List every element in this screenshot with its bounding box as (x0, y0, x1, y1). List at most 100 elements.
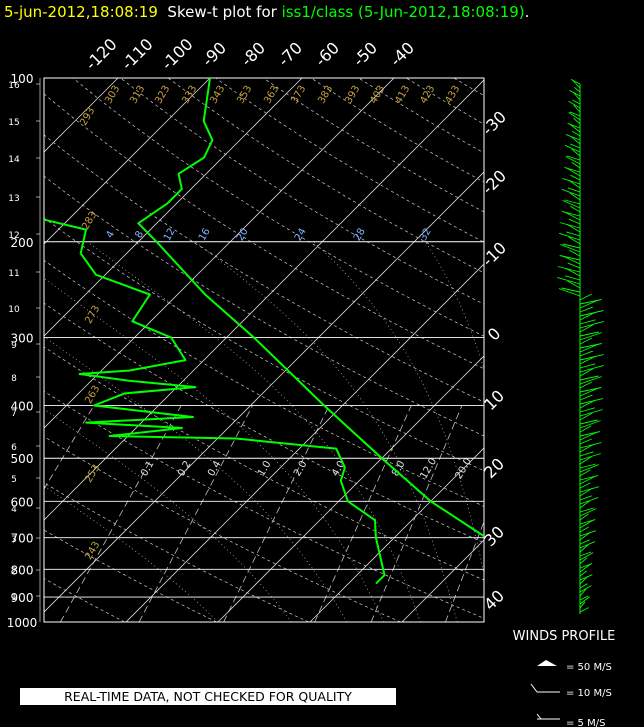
wind-barb (579, 311, 596, 321)
wind-barb (569, 192, 581, 201)
wind-barb (579, 319, 596, 325)
dry-adiabat (72, 78, 484, 337)
wind-barb (565, 267, 581, 277)
wind-barb (564, 144, 581, 153)
wind-barb (561, 287, 581, 293)
mixing-ratio-label: 2.0 (292, 459, 309, 478)
wind-barb (579, 331, 599, 337)
wind-barb (562, 177, 581, 185)
wind-barb (562, 243, 581, 249)
height-km-label: 1 (11, 593, 17, 603)
wind-barb (579, 526, 589, 533)
mixing-ratio-label: 12.0 (419, 456, 440, 481)
theta-label: 393 (343, 84, 362, 106)
wind-barb (579, 595, 589, 601)
theta-label: 273 (83, 304, 102, 326)
chart-title: 5-jun-2012,18:08:19 Skew-t plot for iss1… (4, 3, 529, 21)
title-source: iss1/class (5-Jun-2012,18:08:19) (281, 3, 525, 21)
dry-adiabat (406, 78, 484, 125)
mixing-ratio-label: 0.1 (139, 459, 156, 478)
theta-label: 353 (235, 84, 254, 106)
top-temp-label: -50 (349, 38, 381, 70)
wind-barb (579, 407, 595, 413)
theta-label: 413 (393, 84, 412, 106)
dry-adiabat (310, 78, 484, 183)
wind-barb (567, 280, 581, 289)
wind-barb (579, 299, 599, 309)
wind-barb (579, 387, 599, 397)
height-km-label: 13 (8, 194, 19, 204)
pressure-label: 800 (11, 563, 34, 577)
top-temp-label: -120 (82, 35, 121, 74)
wind-barb (572, 99, 581, 105)
dry-adiabat (44, 302, 484, 544)
quality-disclaimer: REAL-TIME DATA, NOT CHECKED FOR QUALITY (20, 688, 396, 705)
isotherm-line (309, 447, 484, 622)
top-temp-label: -110 (118, 35, 157, 74)
wind-barb (579, 438, 592, 445)
wind-barb (567, 187, 581, 193)
pressure-label: 300 (11, 332, 34, 346)
moist-adiabat (87, 241, 421, 622)
theta-label: 323 (153, 84, 172, 106)
height-km-label: 4 (11, 505, 17, 515)
isotherm-line (44, 171, 484, 613)
legend-barb-5-stroke (536, 713, 542, 720)
wind-barb (562, 255, 581, 265)
pressure-label: 100 (11, 72, 34, 86)
height-km-label: 16 (8, 81, 20, 91)
wind-barb (579, 443, 595, 453)
wind-barb (579, 539, 590, 545)
wind-barb (559, 222, 581, 229)
dry-adiabat (44, 134, 484, 403)
theta-label: 303 (103, 84, 122, 106)
wind-barb (579, 544, 589, 553)
dry-adiabat (44, 217, 484, 472)
height-km-label: 8 (11, 374, 17, 384)
pressure-label: 700 (11, 532, 34, 546)
wind-barb (573, 117, 581, 125)
wind-barb (579, 354, 604, 361)
title-time: 5-jun-2012,18:08:19 (4, 3, 158, 21)
right-temp-label: 0 (484, 324, 505, 345)
wind-barb (579, 398, 604, 405)
mixing-ratio-label: 16 (197, 226, 213, 243)
wind-barb (579, 320, 604, 329)
top-temp-label: -90 (198, 38, 230, 70)
isotherm-line (44, 78, 303, 337)
theta-label: 343 (208, 84, 227, 106)
wind-barb (559, 232, 581, 241)
wind-barb (561, 188, 581, 197)
isotherm-line (586, 78, 644, 622)
wind-legend-label: = 50 M/S (566, 662, 612, 673)
wind-barb (579, 355, 596, 365)
isotherm-line (217, 355, 484, 622)
wind-barb (579, 350, 594, 357)
wind-barb (579, 487, 593, 497)
pressure-label: 400 (11, 400, 34, 414)
height-km-label: 2 (11, 567, 17, 577)
theta-label: 433 (443, 84, 462, 106)
wind-barb (570, 135, 581, 145)
dry-adiabat (167, 78, 484, 274)
height-km-label: 11 (8, 269, 19, 279)
wind-barb (579, 431, 598, 441)
wind-barb (570, 174, 581, 181)
wind-barb (579, 343, 599, 353)
wind-barb (579, 552, 594, 561)
title-label: Skew-t plot for (167, 3, 277, 21)
plot-frame (43, 77, 485, 623)
wind-barb (579, 486, 600, 493)
mixing-ratio-label: 0.4 (206, 459, 223, 478)
mixing-ratio-label: 1.0 (256, 459, 273, 478)
wind-barb (579, 310, 604, 317)
wind-barb (572, 92, 581, 101)
wind-barb (579, 419, 598, 425)
dry-adiabat (44, 482, 309, 622)
wind-barb (579, 409, 603, 417)
wind-barb (579, 368, 594, 377)
mixing-ratio-line (223, 405, 330, 622)
dry-adiabat (44, 259, 484, 507)
top-temp-label: -40 (386, 38, 418, 70)
pressure-label: 1000 (7, 616, 38, 630)
